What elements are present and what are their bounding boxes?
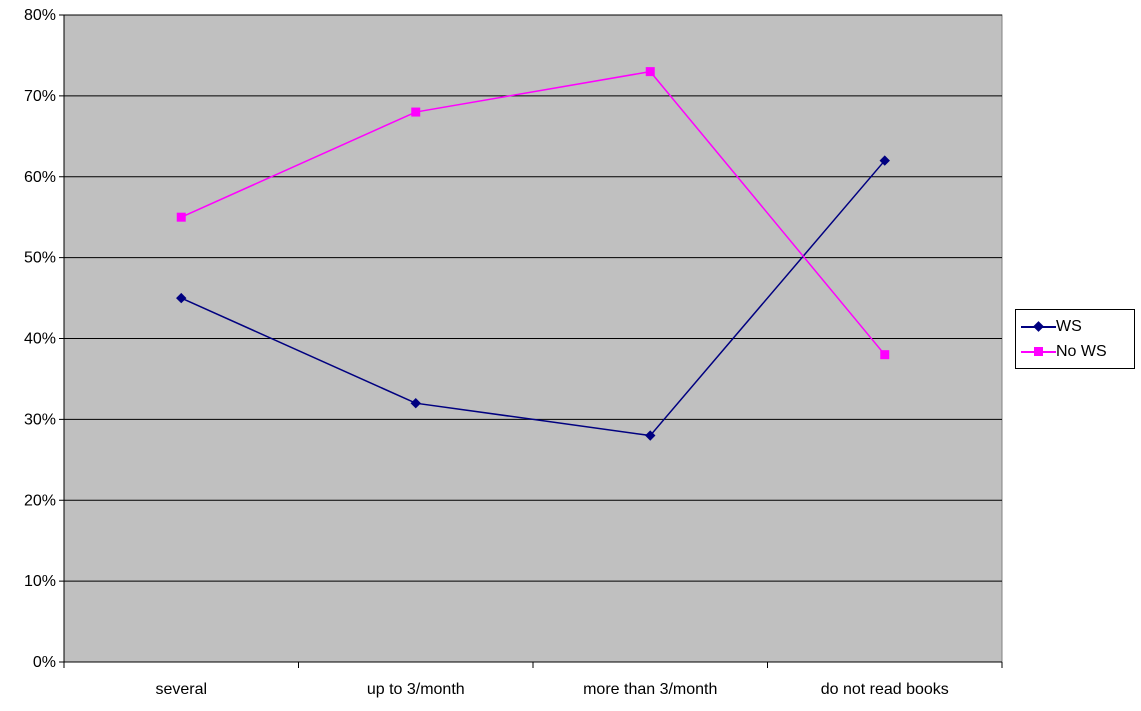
series-line-no-ws xyxy=(180,70,886,356)
gridlines xyxy=(64,14,1002,582)
series-layer xyxy=(176,67,890,441)
y-tick-label: 20% xyxy=(24,492,56,509)
y-tick-label: 30% xyxy=(24,411,56,428)
data-point xyxy=(176,292,187,304)
legend-swatch-ws xyxy=(1021,314,1056,339)
series-line-ws xyxy=(180,160,886,437)
y-tick-label: 50% xyxy=(24,250,56,267)
data-point xyxy=(176,212,186,222)
legend-item-no-ws: No WS xyxy=(1016,339,1134,364)
legend-label-no-ws: No WS xyxy=(1056,342,1107,360)
data-point xyxy=(879,155,890,166)
data-point xyxy=(411,107,421,117)
data-point xyxy=(410,397,421,409)
axes: 0% 10% 20% 30% 40% 50% 60% 70% 80% several up to 3… xyxy=(24,7,1003,698)
y-tick-label: 60% xyxy=(24,169,56,186)
y-tick-label: 40% xyxy=(24,331,56,348)
x-tick-label: more than 3/month xyxy=(583,681,717,698)
y-tick-label: 0% xyxy=(33,654,56,671)
diamond-marker-icon xyxy=(1033,321,1044,332)
y-tick-label: 80% xyxy=(24,7,56,24)
x-tick-label: several xyxy=(155,681,207,698)
data-point xyxy=(645,430,656,441)
legend-item-ws: WS xyxy=(1016,314,1134,339)
y-tick-label: 70% xyxy=(24,88,56,105)
legend: WS No WS xyxy=(1015,309,1135,369)
legend-swatch-no-ws xyxy=(1021,339,1056,364)
square-marker-icon xyxy=(1034,347,1043,356)
x-tick-label: up to 3/month xyxy=(367,681,465,698)
legend-label-ws: WS xyxy=(1056,317,1082,335)
x-tick-label: do not read books xyxy=(821,681,949,698)
y-tick-label: 10% xyxy=(24,573,56,590)
data-point xyxy=(645,67,655,77)
data-point xyxy=(880,350,890,360)
